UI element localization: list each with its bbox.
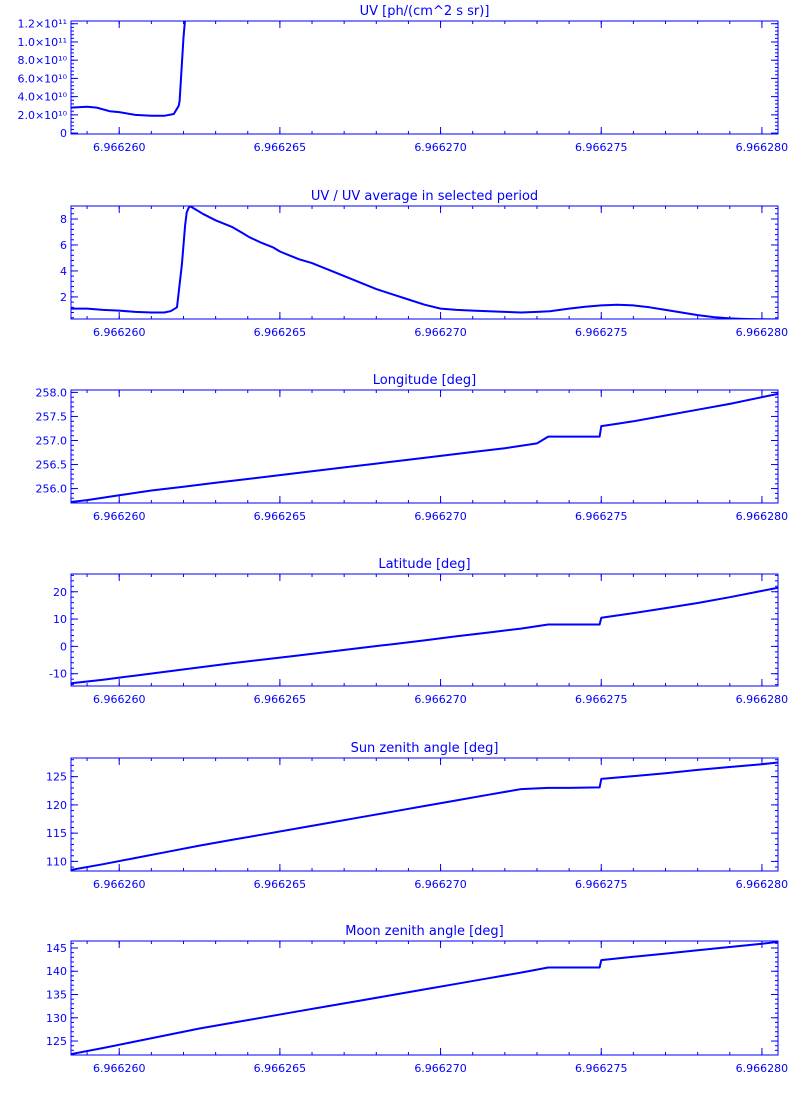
x-tick-label: 6.966270 — [414, 693, 467, 706]
y-tick-label: 2.0×10¹⁰ — [17, 109, 67, 122]
plot-frame — [70, 389, 779, 504]
x-tick-label: 6.966280 — [736, 693, 789, 706]
y-tick-label: 2 — [60, 291, 67, 304]
x-tick-label: 6.966275 — [575, 141, 628, 154]
y-tick-label: 4.0×10¹⁰ — [17, 91, 67, 104]
y-tick-label: 257.0 — [36, 434, 68, 447]
y-tick-label: 135 — [46, 989, 67, 1002]
chart-panel-2: UV / UV average in selected period 6.9662… — [60, 189, 788, 339]
y-tick-label: 145 — [46, 942, 67, 955]
y-tick-label: 1.0×10¹¹ — [17, 36, 67, 49]
chart-title: UV / UV average in selected period — [311, 189, 538, 204]
x-tick-label: 6.966275 — [575, 878, 628, 891]
y-tick-label: 0 — [60, 640, 67, 653]
x-tick-label: 6.966280 — [736, 141, 789, 154]
chart-title: Latitude [deg] — [378, 557, 470, 572]
x-tick-label: 6.966280 — [736, 878, 789, 891]
x-tick-label: 6.966275 — [575, 693, 628, 706]
x-tick-label: 6.966275 — [575, 326, 628, 339]
x-tick-label: 6.966275 — [575, 510, 628, 523]
x-tick-label: 6.966265 — [254, 878, 307, 891]
y-tick-label: 8 — [60, 213, 67, 226]
y-tick-label: 115 — [46, 827, 67, 840]
y-tick-label: 125 — [46, 1035, 67, 1048]
y-tick-label: 120 — [46, 799, 67, 812]
x-tick-label: 6.966270 — [414, 878, 467, 891]
x-tick-label: 6.966270 — [414, 141, 467, 154]
chart-title: Sun zenith angle [deg] — [351, 741, 499, 756]
data-series-line — [71, 392, 778, 503]
x-tick-label: 6.966265 — [254, 693, 307, 706]
x-tick-label: 6.966265 — [254, 1062, 307, 1075]
chart-title: UV [ph/(cm^2 s sr)] — [360, 4, 490, 19]
x-tick-label: 6.966265 — [254, 326, 307, 339]
x-tick-label: 6.966280 — [736, 510, 789, 523]
y-tick-label: 10 — [53, 613, 67, 626]
chart-title: Longitude [deg] — [373, 373, 476, 388]
y-tick-label: 4 — [60, 265, 67, 278]
data-series-line — [71, 941, 778, 1055]
x-tick-label: 6.966260 — [93, 510, 146, 523]
y-tick-label: -10 — [49, 668, 67, 681]
x-tick-label: 6.966260 — [93, 326, 146, 339]
chart-title: Moon zenith angle [deg] — [345, 924, 503, 939]
plot-frame — [70, 757, 779, 872]
x-tick-label: 6.966280 — [736, 1062, 789, 1075]
x-tick-label: 6.966270 — [414, 510, 467, 523]
plot-frame — [70, 205, 779, 320]
y-tick-label: 20 — [53, 586, 67, 599]
data-series-line — [71, 206, 778, 319]
x-tick-label: 6.966275 — [575, 1062, 628, 1075]
x-tick-label: 6.966270 — [414, 1062, 467, 1075]
chart-panel-4: Latitude [deg] 6.966260 6.966265 6.966270 6.… — [49, 557, 788, 706]
y-tick-label: 256.5 — [36, 459, 68, 472]
chart-panel-5: Sun zenith angle [deg] 6.966260 6.966265 6.… — [46, 741, 788, 891]
y-tick-label: 130 — [46, 1012, 67, 1025]
y-tick-label: 125 — [46, 771, 67, 784]
y-tick-label: 1.2×10¹¹ — [17, 18, 67, 31]
x-tick-label: 6.966280 — [736, 326, 789, 339]
chart-panel-1: UV [ph/(cm^2 s sr)] 6.966260 6.966265 6.966… — [17, 4, 788, 154]
data-series-line — [71, 21, 186, 117]
plot-frame — [70, 573, 779, 687]
y-tick-label: 6.0×10¹⁰ — [17, 72, 67, 85]
chart-panel-6: Moon zenith angle [deg] 6.966260 6.966265 6… — [46, 924, 788, 1075]
x-tick-label: 6.966260 — [93, 1062, 146, 1075]
y-tick-label: 256.0 — [36, 483, 68, 496]
plot-frame — [70, 20, 779, 135]
x-tick-label: 6.966260 — [93, 878, 146, 891]
y-tick-label: 8.0×10¹⁰ — [17, 54, 67, 67]
y-tick-label: 140 — [46, 965, 67, 978]
y-tick-label: 0 — [60, 127, 67, 140]
x-tick-label: 6.966260 — [93, 693, 146, 706]
x-tick-label: 6.966260 — [93, 141, 146, 154]
x-tick-label: 6.966270 — [414, 326, 467, 339]
data-series-line — [71, 586, 778, 685]
chart-panel-3: Longitude [deg] 6.966260 6.966265 6.966270 6… — [36, 373, 789, 523]
y-tick-label: 258.0 — [36, 386, 68, 399]
data-series-line — [71, 761, 778, 871]
plot-frame — [70, 940, 779, 1056]
y-tick-label: 6 — [60, 239, 67, 252]
x-tick-label: 6.966265 — [254, 510, 307, 523]
y-tick-label: 110 — [46, 855, 67, 868]
y-tick-label: 257.5 — [36, 410, 68, 423]
x-tick-label: 6.966265 — [254, 141, 307, 154]
